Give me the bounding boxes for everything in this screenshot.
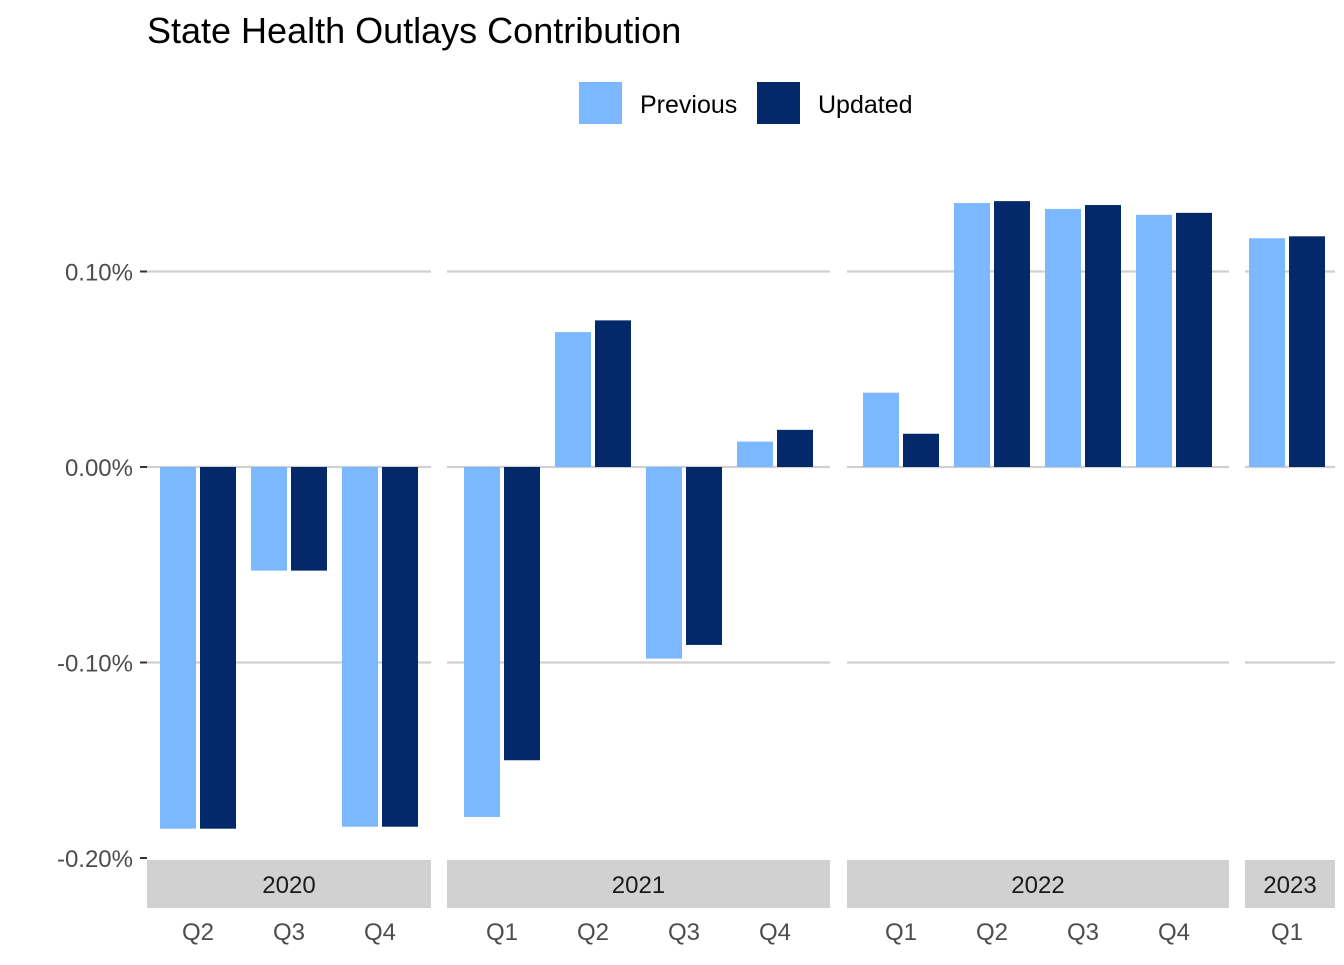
x-tick-label: Q4 [1158, 919, 1190, 946]
x-tick-label: Q2 [577, 919, 609, 946]
bar-2022-Q3-previous [1045, 208, 1081, 467]
bar-2023-Q1-updated [1289, 236, 1325, 467]
bar-2021-Q2-previous [555, 332, 591, 467]
bar-2020-Q2-updated [200, 467, 236, 829]
legend-label-previous: Previous [640, 91, 737, 119]
facet-label: 2022 [1011, 872, 1064, 899]
bar-2022-Q1-previous [863, 392, 899, 467]
facet-strip-2021 [447, 860, 830, 908]
x-tick-label: Q3 [273, 919, 305, 946]
y-tick-label: 0.10% [65, 260, 133, 287]
y-tick-label: 0.00% [65, 455, 133, 482]
x-tick-label: Q1 [885, 919, 917, 946]
y-axis: -0.20% -0.10% 0.00% 0.10% [57, 260, 147, 873]
panel-2022: Q1 Q2 Q3 Q4 2022 [847, 201, 1229, 946]
x-tick-label: Q1 [486, 919, 518, 946]
x-tick-label: Q2 [976, 919, 1008, 946]
bar-2021-Q4-previous [737, 441, 773, 467]
bar-2022-Q4-updated [1176, 212, 1212, 467]
legend-swatch-previous [579, 82, 622, 124]
bar-2020-Q3-previous [251, 467, 287, 571]
y-tick-label: -0.10% [57, 651, 133, 678]
facet-label: 2023 [1263, 872, 1316, 899]
bar-2020-Q2-previous [160, 467, 196, 829]
bar-2022-Q2-previous [954, 203, 990, 467]
x-tick-label: Q3 [668, 919, 700, 946]
legend-label-updated: Updated [818, 91, 913, 119]
bar-2023-Q1-previous [1249, 238, 1285, 467]
bar-2020-Q4-previous [342, 467, 378, 827]
facet-strip-2023 [1245, 860, 1335, 908]
chart-panels: Q2 Q3 Q4 2020 Q1 Q2 Q3 Q4 2021 Q1 Q2 Q3 Q4 2022 Q1 2023 [147, 201, 1335, 946]
bar-2022-Q4-previous [1136, 214, 1172, 467]
x-tick-label: Q1 [1271, 919, 1303, 946]
legend: Previous Updated [579, 82, 913, 124]
bar-2020-Q3-updated [291, 467, 327, 571]
x-tick-label: Q3 [1067, 919, 1099, 946]
facet-strip-2020 [147, 860, 431, 908]
x-tick-label: Q4 [364, 919, 396, 946]
facet-label: 2020 [262, 872, 315, 899]
bar-2020-Q4-updated [382, 467, 418, 827]
bar-2021-Q3-previous [646, 467, 682, 659]
bar-2022-Q1-updated [903, 433, 939, 467]
bar-2022-Q2-updated [994, 201, 1030, 467]
bar-2021-Q3-updated [686, 467, 722, 645]
y-tick-label: -0.20% [57, 846, 133, 873]
panel-2021: Q1 Q2 Q3 Q4 2021 [447, 270, 830, 946]
bar-2021-Q4-updated [777, 429, 813, 467]
facet-label: 2021 [612, 872, 665, 899]
panel-2020: Q2 Q3 Q4 2020 [147, 270, 431, 946]
x-tick-label: Q4 [759, 919, 791, 946]
panel-2023: Q1 2023 [1245, 236, 1335, 946]
facet-strip-2022 [847, 860, 1229, 908]
bar-2021-Q1-updated [504, 467, 540, 761]
bar-2021-Q2-updated [595, 320, 631, 467]
bar-2021-Q1-previous [464, 467, 500, 817]
legend-swatch-updated [757, 82, 800, 124]
x-tick-label: Q2 [182, 919, 214, 946]
bar-2022-Q3-updated [1085, 205, 1121, 467]
chart-title: State Health Outlays Contribution [147, 10, 681, 51]
